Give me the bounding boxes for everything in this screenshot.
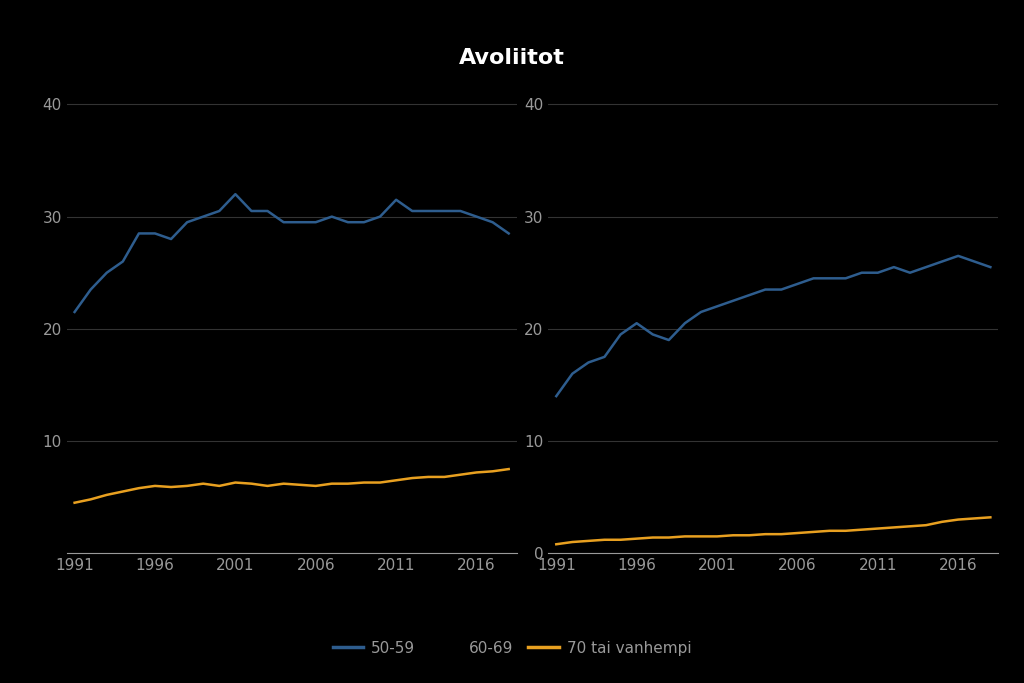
Legend: 50-59, 60-69, 70 tai vanhempi: 50-59, 60-69, 70 tai vanhempi bbox=[327, 635, 697, 662]
Text: Avoliitot: Avoliitot bbox=[459, 48, 565, 68]
